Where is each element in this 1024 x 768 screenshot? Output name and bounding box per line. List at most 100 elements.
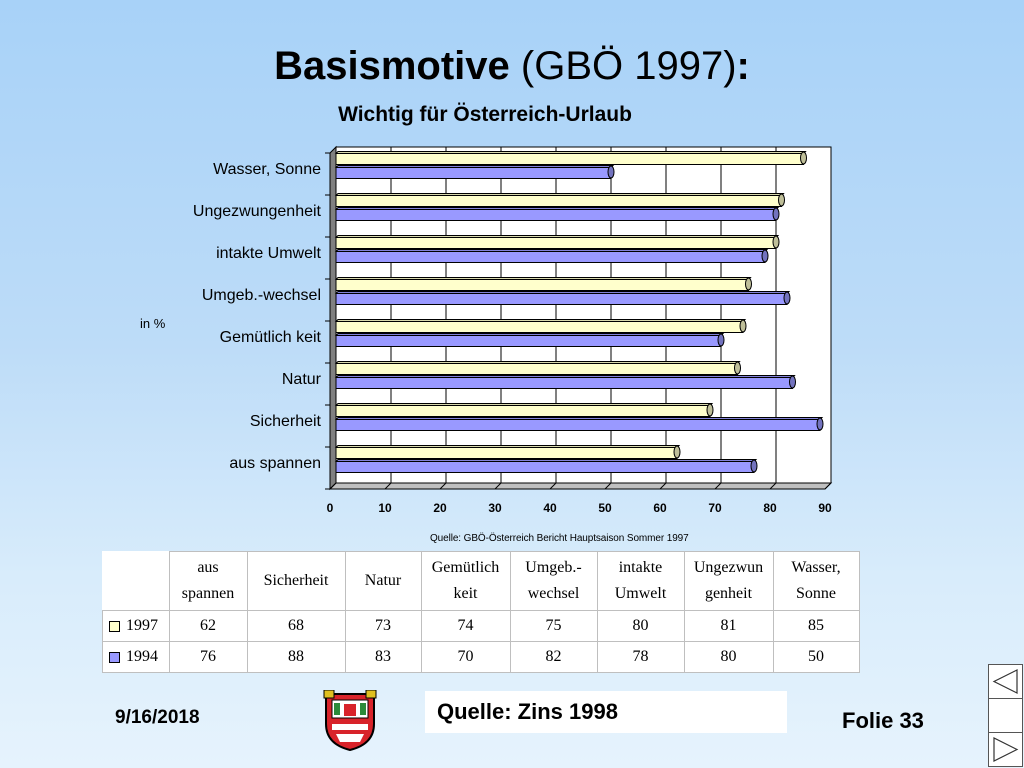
gridline-floor xyxy=(494,482,502,490)
table-col-header-line: keit xyxy=(453,585,478,602)
category-label: aus spannen xyxy=(229,455,321,472)
bar-1994 xyxy=(334,249,769,263)
gridline-floor xyxy=(439,482,447,490)
x-tick-label: 20 xyxy=(433,501,447,515)
x-tick-label: 80 xyxy=(763,501,777,515)
gridline-floor xyxy=(659,482,667,490)
bar-1994 xyxy=(334,291,791,305)
x-tick-label: 90 xyxy=(818,501,832,515)
table-row-header: 1997 xyxy=(102,610,170,642)
chart-title: Wichtig für Österreich-Urlaub xyxy=(338,103,632,126)
table-header-row: aus spannen Sicherheit Natur Gemütlich keit Um… xyxy=(102,551,860,611)
table-col-header-line: spannen xyxy=(181,585,235,602)
gridline-floor xyxy=(549,482,557,490)
gridline-floor xyxy=(824,482,832,490)
legend-swatch xyxy=(109,651,120,663)
bar-1997 xyxy=(334,151,807,165)
bar-1994 xyxy=(334,165,615,179)
slide-title-rest: (GBÖ 1997) xyxy=(509,44,737,88)
table-col-header-line: aus xyxy=(197,559,219,576)
table-cell: 75 xyxy=(509,610,598,642)
table-cell: 78 xyxy=(596,641,685,673)
table-cell: 81 xyxy=(683,610,774,642)
table-cell: 62 xyxy=(168,610,248,642)
bar-1997 xyxy=(334,235,780,249)
table-cell: 88 xyxy=(246,641,346,673)
table-col-header-line: Umwelt xyxy=(614,585,667,602)
series-name: 1997 xyxy=(126,617,158,634)
table-col-header-line: Wasser, xyxy=(791,559,841,576)
table-cell: 76 xyxy=(168,641,248,673)
x-tick-label: 10 xyxy=(378,501,392,515)
table-col-header: aus spannen xyxy=(168,551,248,611)
table-cell: 85 xyxy=(772,610,860,642)
university-crest-logo xyxy=(322,689,378,752)
table-col-header-line: Gemütlich xyxy=(431,559,500,576)
gridline-floor xyxy=(604,482,612,490)
table-col-header: Natur xyxy=(344,551,422,611)
prev-slide-button[interactable] xyxy=(988,664,1023,699)
slide-title-bold: Basismotive xyxy=(274,44,510,88)
table-row-header: 1994 xyxy=(102,641,170,673)
table-col-header: intakte Umwelt xyxy=(596,551,685,611)
table-col-header-line: Sicherheit xyxy=(263,572,329,589)
table-col-header-line: Ungezwun xyxy=(693,559,764,576)
gridline-floor xyxy=(714,482,722,490)
table-row: 1997 62 68 73 74 75 80 81 85 xyxy=(102,610,860,642)
category-label: Umgeb.-wechsel xyxy=(202,287,321,304)
table-col-header-line: wechsel xyxy=(527,585,580,602)
bar-1997 xyxy=(334,193,785,207)
bar-1997 xyxy=(334,403,714,417)
bar-1994 xyxy=(334,459,758,473)
table-col-header-line: intakte xyxy=(618,559,663,576)
bar-chart: 0 10 20 30 40 50 60 70 80 90 aus spannen Sicherheit… xyxy=(193,145,833,515)
category-label: Ungezwungenheit xyxy=(193,203,322,220)
table-col-header: Ungezwun genheit xyxy=(683,551,774,611)
table-cell: 74 xyxy=(420,610,511,642)
x-tick-label: 70 xyxy=(708,501,722,515)
unit-label: in % xyxy=(140,316,166,331)
bar-1997 xyxy=(334,277,752,291)
table-cell: 82 xyxy=(509,641,598,673)
next-slide-button[interactable] xyxy=(988,732,1023,767)
table-col-header: Wasser, Sonne xyxy=(772,551,860,611)
table-corner xyxy=(102,551,170,611)
slide-date: 9/16/2018 xyxy=(115,707,200,728)
category-label: Sicherheit xyxy=(250,413,322,430)
x-tick-label: 30 xyxy=(488,501,502,515)
plot-side-wall xyxy=(329,145,337,491)
table-cell: 83 xyxy=(344,641,422,673)
chart-source-note: Quelle: GBÖ-Österreich Bericht Hauptsais… xyxy=(430,533,689,544)
gridline-floor xyxy=(769,482,777,490)
table-col-header: Sicherheit xyxy=(246,551,346,611)
table-cell: 80 xyxy=(596,610,685,642)
table-cell: 68 xyxy=(246,610,346,642)
table-cell: 50 xyxy=(772,641,860,673)
gridline-floor xyxy=(384,482,392,490)
table-cell: 70 xyxy=(420,641,511,673)
x-tick-label: 60 xyxy=(653,501,667,515)
triangle-left-icon xyxy=(992,669,1018,694)
table-col-header-line: Natur xyxy=(364,572,402,589)
table-col-header-line: Umgeb.- xyxy=(525,559,582,576)
category-label: intakte Umwelt xyxy=(216,245,321,262)
table-cell: 80 xyxy=(683,641,774,673)
category-label: Gemütlich keit xyxy=(220,329,322,346)
data-table: aus spannen Sicherheit Natur Gemütlich keit Um… xyxy=(102,551,860,673)
bar-1994 xyxy=(334,333,725,347)
plot-floor xyxy=(328,482,833,490)
table-col-header-line: Sonne xyxy=(796,585,836,602)
table-cell: 73 xyxy=(344,610,422,642)
slide-title: Basismotive (GBÖ 1997): xyxy=(0,40,1024,92)
category-label: Natur xyxy=(282,371,322,388)
bar-1994 xyxy=(334,417,824,431)
x-tick-label: 50 xyxy=(598,501,612,515)
x-tick-label: 40 xyxy=(543,501,557,515)
table-col-header: Gemütlich keit xyxy=(420,551,511,611)
bar-1997 xyxy=(334,361,741,375)
bar-1997 xyxy=(334,445,681,459)
slide-title-colon: : xyxy=(736,44,750,88)
blank-nav-button[interactable] xyxy=(988,698,1023,733)
bar-1997 xyxy=(334,319,747,333)
category-label: Wasser, Sonne xyxy=(213,161,321,178)
